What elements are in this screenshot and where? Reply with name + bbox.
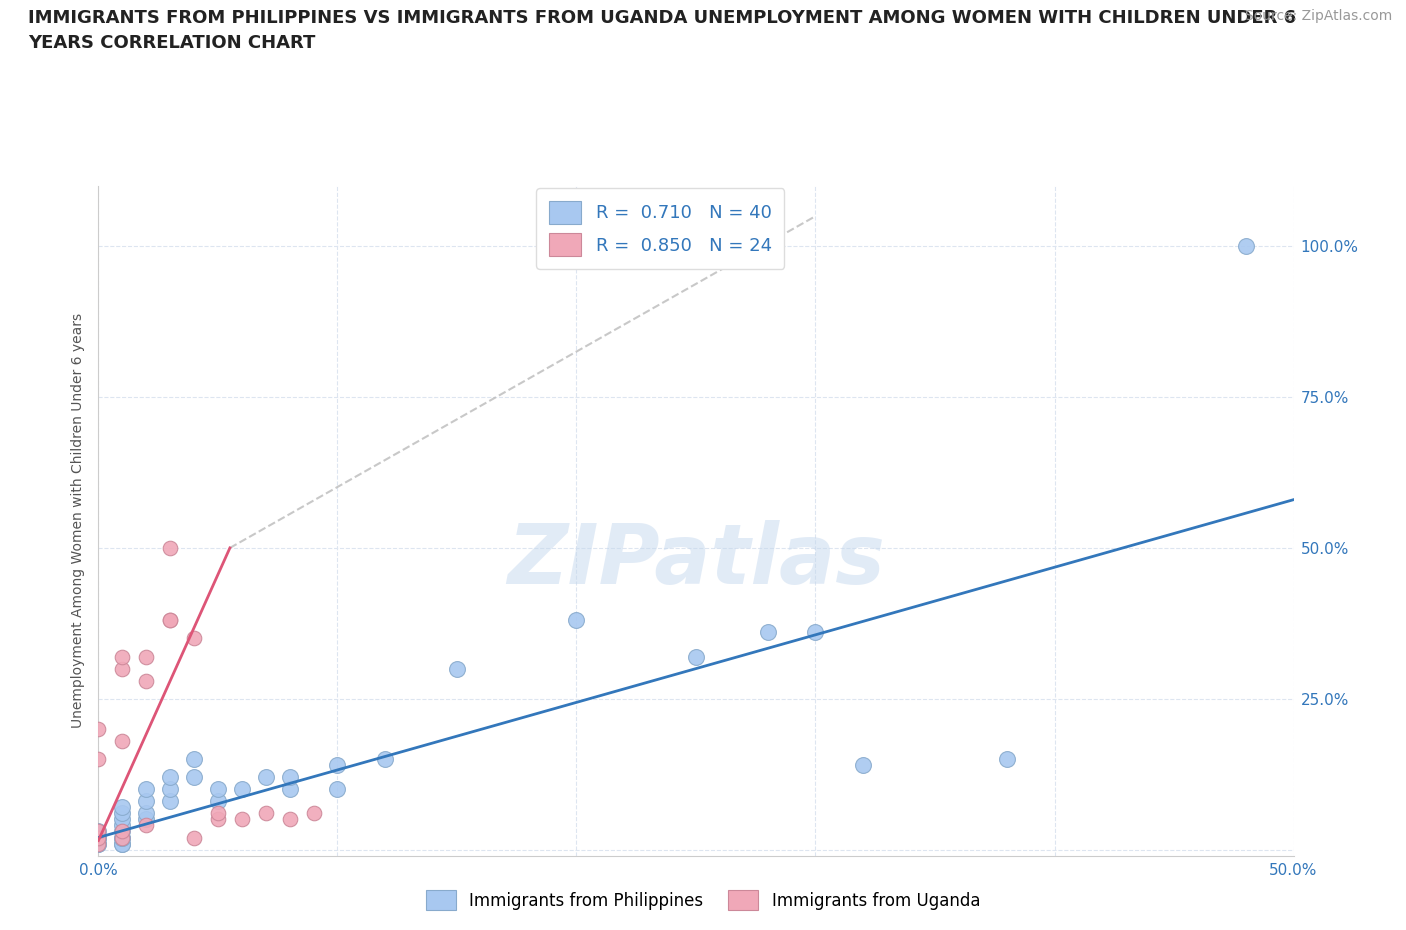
Point [135,794,157,809]
Point [111,661,134,676]
Point [302,806,325,821]
Point [111,800,134,815]
Text: ZIPatlas: ZIPatlas [508,521,884,602]
Point [111,824,134,839]
Point [159,613,181,628]
Point [1234,239,1257,254]
Point [111,734,134,749]
Point [756,625,779,640]
Point [254,770,277,785]
Legend: Immigrants from Philippines, Immigrants from Uganda: Immigrants from Philippines, Immigrants … [419,884,987,917]
Point [111,830,134,845]
Point [231,782,253,797]
Point [87,830,110,845]
Point [278,782,301,797]
Point [135,818,157,833]
Legend: R =  0.710   N = 40, R =  0.850   N = 24: R = 0.710 N = 40, R = 0.850 N = 24 [536,189,785,269]
Point [87,751,110,766]
Text: Source: ZipAtlas.com: Source: ZipAtlas.com [1244,9,1392,23]
Point [254,806,277,821]
Point [111,818,134,833]
Point [374,751,396,766]
Point [135,673,157,688]
Point [183,751,205,766]
Point [804,625,827,640]
Point [995,751,1018,766]
Point [111,812,134,827]
Y-axis label: Unemployment Among Women with Children Under 6 years: Unemployment Among Women with Children U… [72,313,86,728]
Point [111,836,134,851]
Point [87,722,110,737]
Point [87,836,110,851]
Point [685,649,707,664]
Point [231,812,253,827]
Point [111,824,134,839]
Point [207,806,229,821]
Point [159,540,181,555]
Point [87,824,110,839]
Point [207,782,229,797]
Point [135,782,157,797]
Point [111,806,134,821]
Point [135,649,157,664]
Point [111,836,134,851]
Point [87,836,110,851]
Point [278,770,301,785]
Point [565,613,588,628]
Point [183,770,205,785]
Point [159,794,181,809]
Point [159,782,181,797]
Point [87,830,110,845]
Point [87,830,110,845]
Point [183,631,205,645]
Point [278,812,301,827]
Point [135,806,157,821]
Point [326,758,349,773]
Point [111,830,134,845]
Point [326,782,349,797]
Point [159,613,181,628]
Point [207,812,229,827]
Point [111,649,134,664]
Point [87,824,110,839]
Point [135,812,157,827]
Point [111,830,134,845]
Point [852,758,875,773]
Text: IMMIGRANTS FROM PHILIPPINES VS IMMIGRANTS FROM UGANDA UNEMPLOYMENT AMONG WOMEN W: IMMIGRANTS FROM PHILIPPINES VS IMMIGRANT… [28,9,1296,52]
Point [183,830,205,845]
Point [446,661,468,676]
Point [207,794,229,809]
Point [159,770,181,785]
Point [87,836,110,851]
